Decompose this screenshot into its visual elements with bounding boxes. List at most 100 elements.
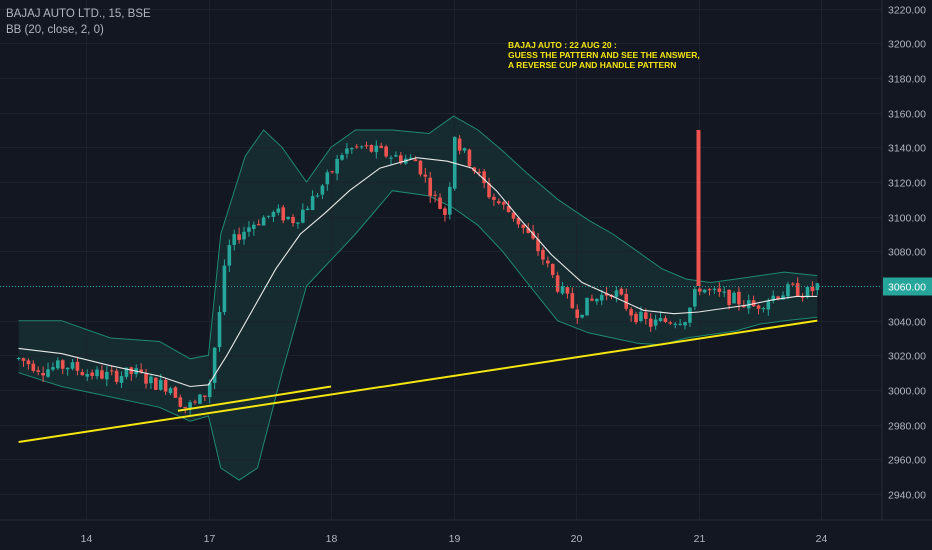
candle-body [217, 312, 222, 348]
candle-body [325, 172, 330, 185]
candle-body [124, 367, 129, 377]
candle-body [766, 301, 771, 310]
candle-body [139, 369, 143, 373]
candle-body [472, 167, 477, 172]
candle-body [183, 406, 188, 409]
trendlines[interactable] [18, 319, 818, 443]
candle-body [330, 171, 335, 173]
candle-body [296, 222, 300, 224]
candle-body [271, 211, 276, 217]
trendline[interactable] [18, 319, 818, 443]
candle-body [154, 377, 158, 390]
candle-body [737, 291, 741, 305]
candle-body [198, 394, 202, 404]
candle-body [722, 291, 727, 293]
time-tick-label: 17 [204, 533, 216, 545]
candle-body [16, 357, 21, 359]
candle-body [658, 318, 663, 322]
time-tick-label: 20 [571, 533, 583, 545]
candle-body [448, 186, 452, 215]
candle-body [531, 231, 535, 239]
candle-body [800, 296, 805, 298]
candle-body [815, 283, 820, 291]
candle-body [619, 288, 624, 295]
candle-body [791, 283, 795, 285]
candle-body [678, 323, 682, 325]
price-axis[interactable]: 2940.00 2960.00 2980.00 3000.00 3020.00 3040.… [881, 0, 932, 550]
candle-body [70, 362, 75, 369]
candle-body [717, 288, 722, 292]
candle-body [227, 245, 232, 266]
candle-body [320, 185, 325, 195]
candle-body [781, 295, 785, 300]
candle-body [168, 388, 173, 394]
candle-body [423, 174, 428, 177]
candle-body [668, 322, 673, 324]
time-tick-label: 24 [816, 533, 828, 545]
candle-body [477, 171, 482, 173]
annotation-line-2: GUESS THE PATTERN AND SEE THE ANSWER, [508, 50, 700, 60]
candle-body [345, 148, 349, 154]
candle-body [85, 374, 90, 377]
candle-body [100, 370, 104, 379]
price-tick-label: 2980.00 [888, 421, 926, 433]
trendline[interactable] [177, 385, 332, 412]
candle-body [114, 370, 119, 382]
bollinger-basis-line [18, 157, 818, 388]
candle-body [60, 360, 65, 369]
candle-body [90, 372, 94, 376]
candle-body [756, 305, 761, 309]
candle-body [95, 369, 99, 377]
candle-body [697, 288, 702, 292]
candle-body [399, 155, 403, 163]
candle-body [702, 289, 707, 293]
indicator-title[interactable]: BB (20, close, 2, 0) [6, 24, 104, 36]
candle-body [232, 234, 237, 245]
candle-body [457, 138, 462, 151]
candle-body [149, 376, 153, 384]
time-tick-label: 19 [449, 533, 461, 545]
price-tick-label: 3200.00 [888, 39, 926, 51]
candle-body [256, 224, 261, 226]
candle-body [207, 383, 212, 398]
candle-body [644, 312, 648, 319]
price-tick-label: 2960.00 [888, 455, 926, 467]
price-axis-bg [882, 0, 932, 550]
candle-body [683, 322, 687, 326]
candle-body [144, 373, 148, 384]
candle-body [310, 196, 315, 211]
candle-body [639, 311, 643, 322]
candle-body [673, 323, 678, 325]
candle-body [742, 305, 746, 308]
annotation-line-3: A REVERSE CUP AND HANDLE PATTERN [508, 60, 677, 70]
candle-body [501, 202, 506, 205]
candle-body [761, 308, 766, 310]
symbol-title[interactable]: BAJAJ AUTO LTD., 15, BSE [6, 8, 151, 20]
candle-body [565, 287, 570, 294]
chart-annotation[interactable]: BAJAJ AUTO : 22 AUG 20 : GUESS THE PATTE… [508, 40, 700, 70]
price-tick-label: 3000.00 [888, 386, 926, 398]
candle-body [26, 360, 31, 365]
candle-body [810, 286, 815, 292]
time-axis[interactable]: 14 17 18 19 20 21 24 [0, 519, 932, 545]
candle-body [805, 286, 810, 298]
candle-body [252, 224, 256, 229]
time-tick-label: 21 [694, 533, 706, 545]
candle-body [438, 197, 442, 209]
candle-body [65, 367, 70, 370]
candle-body [75, 361, 80, 371]
candle-body [315, 195, 320, 197]
candle-body [384, 146, 388, 157]
candle-body [550, 263, 555, 275]
candle-body [712, 288, 717, 290]
candle-body [575, 309, 580, 318]
candle-body [732, 292, 736, 304]
candle-body [36, 370, 41, 372]
candle-body [795, 283, 800, 297]
candle-body [222, 265, 227, 313]
candle-body [771, 295, 776, 301]
candle-body [21, 358, 26, 361]
price-tick-label: 3180.00 [888, 74, 926, 86]
